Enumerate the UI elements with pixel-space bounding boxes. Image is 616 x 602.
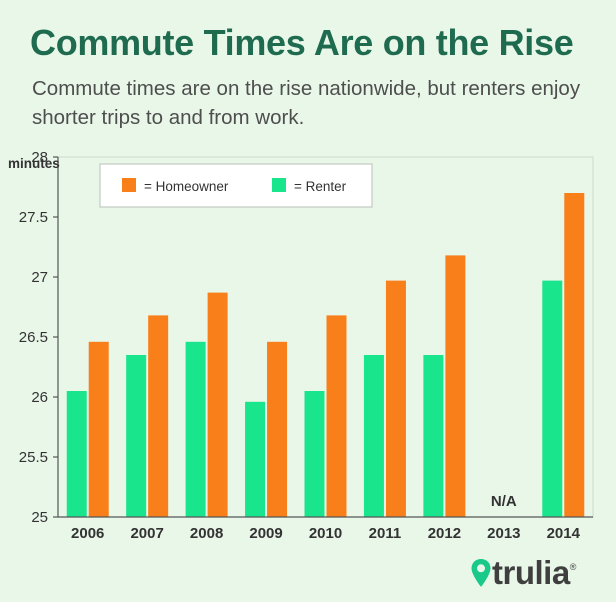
annotations-layer: N/A	[491, 493, 517, 510]
bar-renter-2012	[423, 355, 444, 517]
bar-homeowner-2010	[326, 315, 347, 517]
bar-renter-2008	[185, 341, 206, 517]
brand-name: trulia	[492, 554, 570, 591]
legend-swatch	[272, 178, 286, 192]
bar-renter-2010	[304, 391, 325, 517]
legend-swatch	[122, 178, 136, 192]
bar-renter-2009	[245, 401, 266, 517]
legend-box	[99, 163, 373, 208]
y-tick-label: 27.5	[19, 209, 48, 226]
x-tick-label: 2010	[309, 525, 342, 542]
y-tick-label: 26.5	[19, 329, 48, 346]
x-axis: 2006 2007 2008 2009 2010 2011 2012 2013 2014	[58, 516, 593, 542]
x-tick-label: 2014	[547, 525, 581, 542]
annotation-label: N/A	[491, 493, 517, 510]
chart-subtitle: Commute times are on the rise nationwide…	[32, 77, 581, 129]
bar-renter-2007	[126, 355, 147, 517]
y-tick-label: 28	[31, 149, 48, 166]
bar-homeowner-2008	[207, 292, 228, 517]
bar-renter-2011	[363, 355, 384, 517]
bar-homeowner-2007	[148, 315, 169, 517]
bar-renter-2014	[542, 280, 563, 517]
legend-label: = Renter	[294, 179, 347, 194]
x-tick-label: 2011	[369, 525, 402, 542]
legend-label: = Homeowner	[144, 179, 229, 194]
bar-homeowner-2014	[564, 193, 585, 517]
x-tick-label: 2007	[130, 525, 163, 542]
location-pin-icon	[471, 559, 491, 587]
x-tick-label: 2006	[71, 525, 104, 542]
legend: = Homeowner = Renter	[99, 163, 373, 208]
bar-renter-2006	[66, 391, 87, 517]
x-tick-label: 2012	[428, 525, 461, 542]
x-tick-label: 2009	[249, 525, 282, 542]
x-tick-label: 2013	[487, 525, 520, 542]
y-axis-label: minutes	[8, 156, 60, 171]
chart-title: Commute Times Are on the Rise	[30, 22, 574, 63]
x-tick-label: 2008	[190, 525, 223, 542]
bars-layer	[66, 193, 585, 517]
bar-homeowner-2012	[445, 255, 466, 517]
y-tick-label: 26	[31, 389, 48, 406]
trulia-logo: trulia ®	[470, 554, 576, 592]
registered-mark: ®	[569, 562, 577, 572]
y-tick-label: 25	[31, 509, 48, 526]
bar-homeowner-2006	[88, 341, 109, 517]
y-tick-label: 27	[31, 269, 48, 286]
bar-homeowner-2011	[385, 280, 406, 517]
bar-homeowner-2009	[267, 341, 288, 517]
y-tick-label: 25.5	[19, 449, 48, 466]
